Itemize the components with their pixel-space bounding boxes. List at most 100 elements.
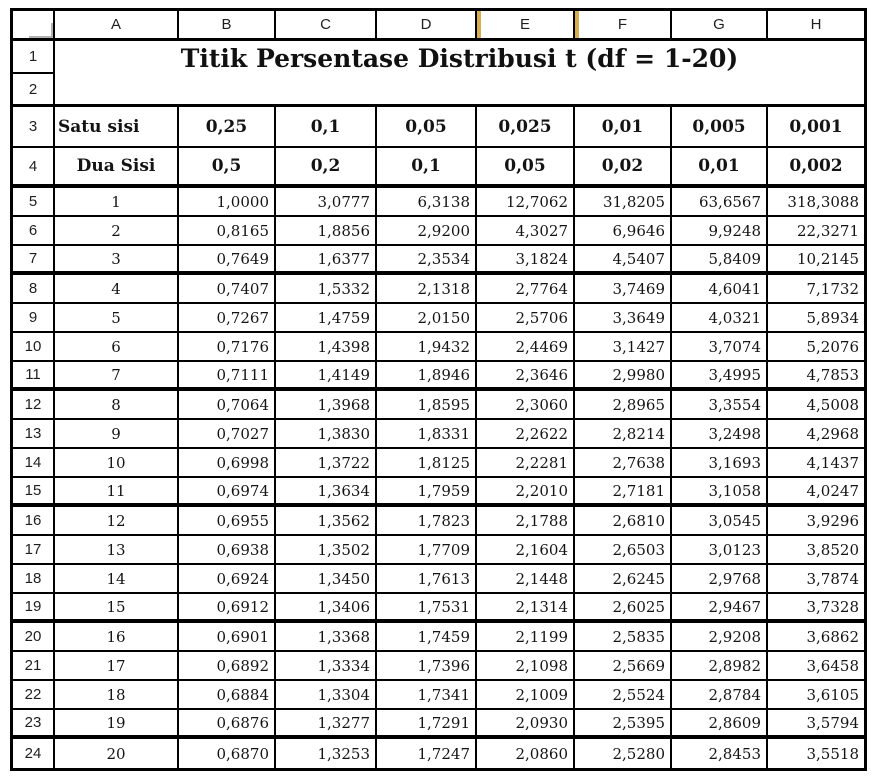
value-cell[interactable]: 2,1199 (477, 623, 575, 652)
value-cell[interactable]: 3,6862 (768, 623, 864, 652)
column-header-a[interactable]: A (55, 11, 179, 41)
value-cell[interactable]: 3,7469 (575, 275, 672, 304)
df-cell[interactable]: 17 (55, 652, 179, 681)
df-cell[interactable]: 12 (55, 507, 179, 536)
value-cell[interactable]: 0,6924 (179, 565, 276, 594)
alpha-cell[interactable]: 0,5 (179, 148, 276, 188)
value-cell[interactable]: 3,3649 (575, 304, 672, 333)
value-cell[interactable]: 1,3562 (276, 507, 377, 536)
row-header[interactable]: 17 (13, 536, 55, 565)
value-cell[interactable]: 2,5706 (477, 304, 575, 333)
value-cell[interactable]: 3,7328 (768, 594, 864, 623)
value-cell[interactable]: 4,1437 (768, 449, 864, 478)
row-header[interactable]: 23 (13, 710, 55, 739)
alpha-cell[interactable]: 0,005 (672, 107, 768, 148)
value-cell[interactable]: 2,7181 (575, 478, 672, 507)
value-cell[interactable]: 2,1098 (477, 652, 575, 681)
value-cell[interactable]: 4,5407 (575, 246, 672, 275)
alpha-cell[interactable]: 0,025 (477, 107, 575, 148)
value-cell[interactable]: 2,8609 (672, 710, 768, 739)
value-cell[interactable]: 2,2622 (477, 420, 575, 449)
value-cell[interactable]: 4,0321 (672, 304, 768, 333)
value-cell[interactable]: 2,8214 (575, 420, 672, 449)
df-cell[interactable]: 16 (55, 623, 179, 652)
df-cell[interactable]: 11 (55, 478, 179, 507)
value-cell[interactable]: 31,8205 (575, 188, 672, 217)
value-cell[interactable]: 1,8595 (377, 391, 477, 420)
value-cell[interactable]: 1,3304 (276, 681, 377, 710)
value-cell[interactable]: 2,0860 (477, 739, 575, 768)
value-cell[interactable]: 1,4398 (276, 333, 377, 362)
df-cell[interactable]: 14 (55, 565, 179, 594)
value-cell[interactable]: 4,6041 (672, 275, 768, 304)
alpha-cell[interactable]: 0,01 (672, 148, 768, 188)
value-cell[interactable]: 3,1824 (477, 246, 575, 275)
value-cell[interactable]: 2,6025 (575, 594, 672, 623)
value-cell[interactable]: 1,8856 (276, 217, 377, 246)
value-cell[interactable]: 1,7459 (377, 623, 477, 652)
alpha-cell[interactable]: 0,001 (768, 107, 864, 148)
df-cell[interactable]: 20 (55, 739, 179, 768)
value-cell[interactable]: 4,3027 (477, 217, 575, 246)
alpha-cell[interactable]: 0,02 (575, 148, 672, 188)
value-cell[interactable]: 3,5794 (768, 710, 864, 739)
value-cell[interactable]: 2,1318 (377, 275, 477, 304)
value-cell[interactable]: 1,3830 (276, 420, 377, 449)
value-cell[interactable]: 1,7291 (377, 710, 477, 739)
value-cell[interactable]: 3,4995 (672, 362, 768, 391)
value-cell[interactable]: 6,3138 (377, 188, 477, 217)
value-cell[interactable]: 2,9200 (377, 217, 477, 246)
value-cell[interactable]: 1,7396 (377, 652, 477, 681)
row-header[interactable]: 19 (13, 594, 55, 623)
value-cell[interactable]: 2,4469 (477, 333, 575, 362)
row-header[interactable]: 10 (13, 333, 55, 362)
value-cell[interactable]: 2,9768 (672, 565, 768, 594)
value-cell[interactable]: 2,1604 (477, 536, 575, 565)
value-cell[interactable]: 0,6938 (179, 536, 276, 565)
value-cell[interactable]: 3,1058 (672, 478, 768, 507)
alpha-cell[interactable]: 0,05 (477, 148, 575, 188)
value-cell[interactable]: 318,3088 (768, 188, 864, 217)
value-cell[interactable]: 2,8453 (672, 739, 768, 768)
value-cell[interactable]: 1,7531 (377, 594, 477, 623)
value-cell[interactable]: 1,8946 (377, 362, 477, 391)
row-header[interactable]: 22 (13, 681, 55, 710)
column-header-b[interactable]: B (179, 11, 276, 41)
column-header-d[interactable]: D (377, 11, 477, 41)
value-cell[interactable]: 1,0000 (179, 188, 276, 217)
row-header[interactable]: 14 (13, 449, 55, 478)
alpha-cell[interactable]: 0,25 (179, 107, 276, 148)
row-header[interactable]: 20 (13, 623, 55, 652)
column-header-e[interactable]: E (477, 11, 575, 41)
value-cell[interactable]: 1,4149 (276, 362, 377, 391)
value-cell[interactable]: 2,7764 (477, 275, 575, 304)
value-cell[interactable]: 3,3554 (672, 391, 768, 420)
column-header-g[interactable]: G (672, 11, 768, 41)
dua-sisi-label-cell[interactable]: Dua Sisi (55, 148, 179, 188)
value-cell[interactable]: 1,3253 (276, 739, 377, 768)
value-cell[interactable]: 7,1732 (768, 275, 864, 304)
value-cell[interactable]: 1,6377 (276, 246, 377, 275)
value-cell[interactable]: 5,2076 (768, 333, 864, 362)
row-header-1[interactable]: 1 (13, 41, 55, 74)
df-cell[interactable]: 15 (55, 594, 179, 623)
df-cell[interactable]: 3 (55, 246, 179, 275)
value-cell[interactable]: 2,5669 (575, 652, 672, 681)
df-cell[interactable]: 18 (55, 681, 179, 710)
alpha-cell[interactable]: 0,1 (377, 148, 477, 188)
value-cell[interactable]: 2,6503 (575, 536, 672, 565)
value-cell[interactable]: 4,0247 (768, 478, 864, 507)
value-cell[interactable]: 2,1788 (477, 507, 575, 536)
value-cell[interactable]: 1,3722 (276, 449, 377, 478)
value-cell[interactable]: 1,3406 (276, 594, 377, 623)
value-cell[interactable]: 12,7062 (477, 188, 575, 217)
value-cell[interactable]: 2,8784 (672, 681, 768, 710)
row-header[interactable]: 13 (13, 420, 55, 449)
value-cell[interactable]: 3,6105 (768, 681, 864, 710)
alpha-cell[interactable]: 0,002 (768, 148, 864, 188)
alpha-cell[interactable]: 0,2 (276, 148, 377, 188)
df-cell[interactable]: 1 (55, 188, 179, 217)
df-cell[interactable]: 13 (55, 536, 179, 565)
value-cell[interactable]: 0,7407 (179, 275, 276, 304)
value-cell[interactable]: 5,8409 (672, 246, 768, 275)
